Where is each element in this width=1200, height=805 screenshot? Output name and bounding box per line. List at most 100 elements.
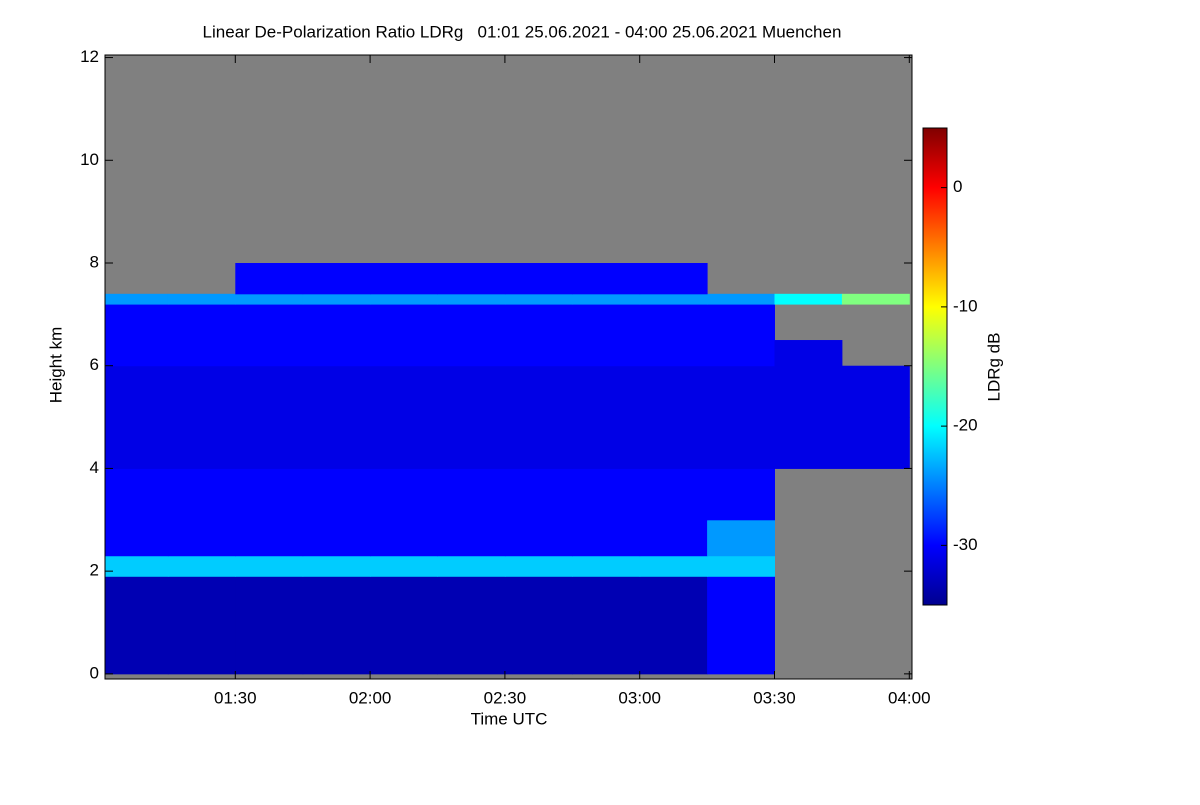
heat-cell [707, 340, 776, 367]
heat-cell [370, 365, 439, 418]
heat-cell [639, 340, 708, 367]
heat-cell [105, 576, 169, 675]
heat-cell [235, 555, 304, 577]
heat-cell [504, 340, 573, 367]
heat-cell [841, 417, 910, 469]
chart-title: Linear De-Polarization Ratio LDRg 01:01 … [203, 22, 842, 41]
y-tick-label: 4 [90, 458, 99, 477]
colorbar-tick-label: -20 [953, 416, 978, 435]
heat-cell [572, 340, 641, 367]
heat-cell [841, 293, 910, 305]
colorbar-tick-label: 0 [953, 177, 962, 196]
heat-cell [504, 468, 573, 521]
heat-cell [105, 365, 169, 418]
heat-cell [572, 304, 641, 341]
x-axis-label: Time UTC [471, 709, 548, 728]
heat-cell [302, 304, 371, 341]
heat-cell [302, 468, 371, 521]
heat-cell [235, 365, 304, 418]
heat-cell [504, 519, 573, 557]
heat-cell [707, 365, 776, 418]
heat-cell [370, 417, 439, 469]
heat-cell [437, 555, 506, 577]
heat-cell [774, 340, 843, 367]
colorbar-label: LDRg dB [984, 333, 1003, 402]
heat-cell [370, 519, 439, 557]
heat-cell [572, 263, 641, 295]
y-tick-label: 6 [90, 355, 99, 374]
heat-cell [235, 293, 304, 305]
heat-cell [302, 263, 371, 295]
heat-cell [302, 365, 371, 418]
heat-cell [572, 555, 641, 577]
heat-cell [707, 293, 776, 305]
heat-cell [235, 519, 304, 557]
heat-cell [370, 555, 439, 577]
heat-cell [167, 468, 236, 521]
y-tick-label: 12 [80, 47, 99, 66]
heat-cell [504, 365, 573, 418]
heat-cell [437, 365, 506, 418]
heat-cell [707, 576, 776, 675]
heat-cell [302, 519, 371, 557]
heat-cell [105, 519, 169, 557]
heat-cell [167, 417, 236, 469]
heat-cell [504, 417, 573, 469]
heat-cell [105, 293, 169, 305]
x-tick-label: 03:00 [618, 688, 661, 707]
heat-cell [639, 576, 708, 675]
heat-cell [235, 417, 304, 469]
heat-cell [370, 304, 439, 341]
heat-cell [774, 417, 843, 469]
x-tick-label: 02:00 [349, 688, 392, 707]
heat-cell [774, 365, 843, 418]
heat-cell [105, 555, 169, 577]
heat-cell [504, 293, 573, 305]
heat-cell [437, 576, 506, 675]
heat-cell [639, 365, 708, 418]
heat-cell [302, 293, 371, 305]
heat-cell [504, 304, 573, 341]
heat-cell [235, 468, 304, 521]
heat-cell [105, 468, 169, 521]
heat-cell [707, 555, 776, 577]
colorbar-tick-label: -30 [953, 535, 978, 554]
heat-cell [105, 304, 169, 341]
heat-cell [707, 417, 776, 469]
x-tick-label: 04:00 [888, 688, 931, 707]
heat-cell [370, 468, 439, 521]
heat-cell [504, 263, 573, 295]
x-tick-label: 01:30 [214, 688, 257, 707]
heat-cell [167, 519, 236, 557]
heat-cell [167, 304, 236, 341]
heat-cell [437, 293, 506, 305]
heat-cell [302, 576, 371, 675]
heat-cell [572, 519, 641, 557]
y-axis-label: Height km [46, 327, 65, 404]
heat-cell [167, 340, 236, 367]
heat-cell [639, 555, 708, 577]
heat-cell [707, 519, 776, 557]
y-tick-label: 0 [90, 663, 99, 682]
heat-cell [504, 555, 573, 577]
heat-cell [572, 468, 641, 521]
heat-cell [167, 293, 236, 305]
heat-cell [105, 417, 169, 469]
heat-cell [105, 340, 169, 367]
heat-cell [707, 304, 776, 341]
heat-cell [639, 519, 708, 557]
heat-cell [774, 293, 843, 305]
heat-cell [639, 304, 708, 341]
y-tick-label: 2 [90, 561, 99, 580]
heat-cell [167, 555, 236, 577]
plot-frame [104, 54, 913, 680]
heat-cell [370, 576, 439, 675]
heat-cell [235, 304, 304, 341]
heat-cell [437, 468, 506, 521]
colorbar [922, 127, 948, 606]
heat-cell [302, 555, 371, 577]
heat-cell [235, 340, 304, 367]
heat-cell [437, 519, 506, 557]
heat-cell [639, 293, 708, 305]
